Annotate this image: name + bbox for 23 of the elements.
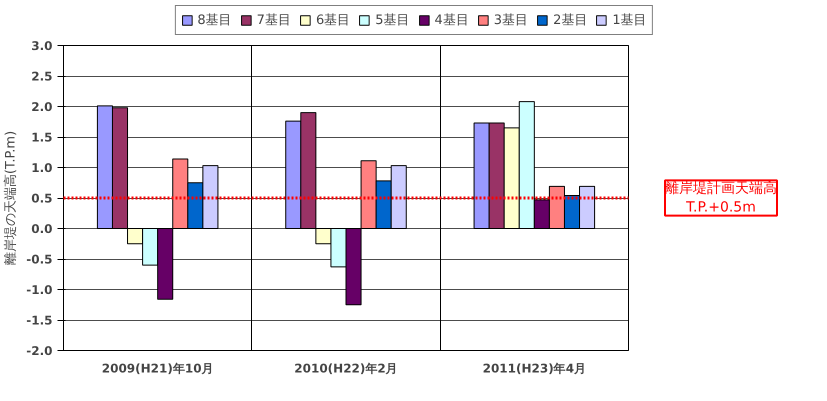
y-tick-label: 1.5 xyxy=(31,130,53,144)
y-tick-label: 2.0 xyxy=(31,100,53,114)
y-tick-label: 2.5 xyxy=(31,70,53,84)
legend-label: 7基目 xyxy=(256,12,291,29)
legend-label: 5基目 xyxy=(375,12,410,29)
x-tick-label: 2011(H23)年4月 xyxy=(482,362,586,376)
legend-label: 1基目 xyxy=(612,12,647,29)
legend-label: 3基目 xyxy=(494,12,528,29)
y-axis-title: 離岸堤の天端高(T.P.m) xyxy=(2,130,18,266)
y-tick-label: -2.0 xyxy=(26,344,53,358)
y-tick-label: 0.5 xyxy=(31,192,53,206)
y-tick-label: -1.5 xyxy=(26,314,53,328)
y-tick-label: 1.0 xyxy=(31,161,53,175)
legend-label: 2基目 xyxy=(553,12,588,29)
y-tick-label: 0.0 xyxy=(31,222,53,236)
y-tick-label: -0.5 xyxy=(26,252,53,266)
legend-label: 8基目 xyxy=(197,12,232,29)
y-tick-label: -1.0 xyxy=(26,283,53,297)
legend-label: 6基目 xyxy=(316,12,350,29)
x-tick-label: 2010(H22)年2月 xyxy=(294,362,398,376)
y-tick-label: 3.0 xyxy=(31,39,53,53)
legend-label: 4基目 xyxy=(434,12,469,29)
x-tick-label: 2009(H21)年10月 xyxy=(102,362,214,376)
